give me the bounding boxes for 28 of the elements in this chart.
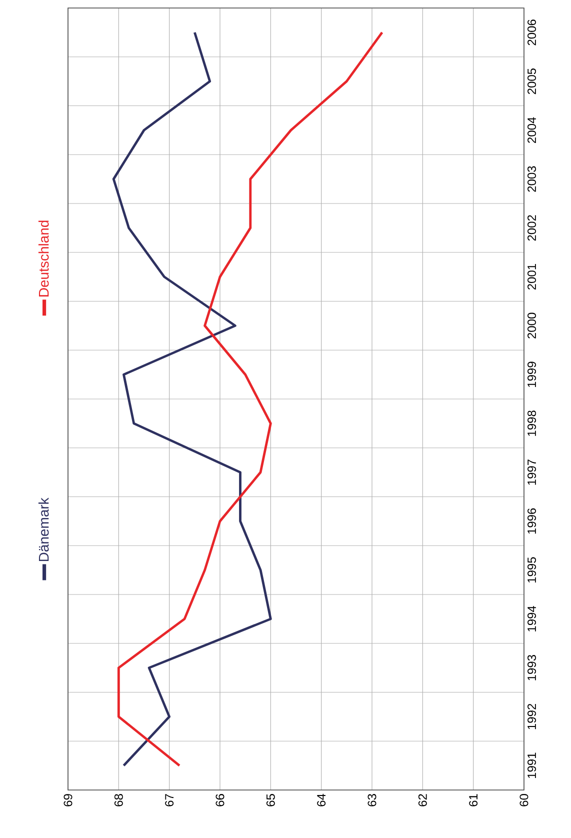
y-tick-label: 1992 [528, 704, 536, 730]
y-tick-label: 2000 [528, 312, 536, 338]
y-tick-label: 1991 [528, 752, 536, 778]
text: Dänemark [38, 498, 49, 562]
y-tick-label: 1997 [528, 460, 536, 485]
x-tick-label: 61 [469, 794, 478, 806]
y-tick-label: 2003 [528, 166, 536, 192]
x-tick-label: 62 [418, 794, 427, 806]
x-tick-label: 64 [317, 794, 326, 806]
y-tick-label: 2001 [528, 264, 536, 290]
x-tick-label: 69 [64, 794, 72, 806]
text: Deutschland [38, 220, 49, 296]
x-tick-label: 68 [114, 794, 123, 806]
x-tick-label: 63 [368, 794, 376, 806]
y-tick-label: 2004 [528, 117, 536, 143]
y-tick-label: 1993 [528, 654, 536, 680]
y-tick-label: 1996 [528, 508, 536, 534]
y-tick-label: 2005 [528, 68, 536, 94]
y-tick-label: 1995 [528, 557, 536, 582]
y-tick-label: 1998 [528, 410, 536, 436]
x-tick-label: 66 [216, 794, 224, 806]
y-tick-label: 1999 [528, 362, 536, 387]
y-tick-label: 2002 [528, 215, 536, 241]
y-tick-label: 1994 [528, 606, 536, 632]
y-tick-label: 2006 [528, 20, 536, 46]
x-tick-label: 60 [520, 794, 528, 806]
x-tick-label: 67 [165, 794, 174, 806]
x-tick-label: 65 [266, 794, 275, 806]
